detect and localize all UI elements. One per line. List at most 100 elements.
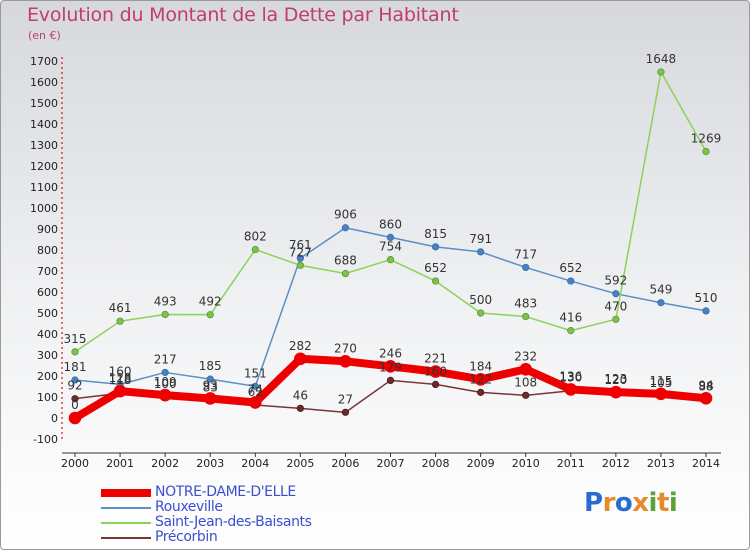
data-point [612,315,620,323]
data-label: 492 [199,295,222,309]
data-label: 181 [64,360,87,374]
y-tick-label: 1000 [30,202,58,215]
data-label: 500 [469,293,492,307]
data-point [431,243,440,251]
data-point [158,388,172,402]
data-point [567,277,575,285]
legend-label: Rouxeville [155,499,223,515]
y-tick-label: 600 [37,286,58,299]
x-tick-label: 2004 [241,457,269,470]
y-tick-label: 1600 [30,76,58,89]
data-point [251,382,259,390]
data-label: 122 [469,372,492,386]
data-label: 118 [109,373,132,387]
data-point [474,373,487,386]
data-label: 761 [289,238,312,252]
data-point [654,387,668,401]
data-point [161,310,169,319]
y-tick-label: 300 [37,349,58,362]
legend-label: Précorbin [155,529,218,545]
logo-letter: P [584,488,603,518]
data-point [657,299,665,307]
logo-letter: r [602,488,616,518]
data-label: 83 [203,381,218,395]
data-point [294,352,307,366]
data-label: 592 [604,274,627,288]
x-tick-label: 2006 [331,457,359,470]
data-label: 151 [244,366,267,380]
legend-swatch [101,537,151,539]
data-label: 0 [71,398,79,412]
data-label: 184 [469,359,492,373]
chart-title: Evolution du Montant de la Dette par Hab… [27,4,459,26]
data-point [206,311,214,319]
y-tick-label: 1500 [30,97,58,110]
x-tick-label: 2010 [512,457,540,470]
data-point [522,391,530,399]
data-point [206,375,214,383]
data-point [71,376,79,384]
data-label: 282 [289,339,312,353]
data-label: 179 [379,360,402,374]
data-label: 246 [379,346,402,360]
x-tick-label: 2001 [106,457,134,470]
data-label: 46 [293,388,308,402]
data-label: 549 [649,283,672,297]
chart-subtitle: (en €) [28,29,61,42]
data-point [564,383,578,396]
data-label: 232 [514,349,537,363]
data-point [384,360,397,373]
data-point [431,380,440,389]
data-label: 160 [424,364,447,378]
proxiti-logo: Proxiti [584,488,678,518]
data-label: 493 [154,294,177,308]
x-tick-label: 2002 [151,457,179,470]
data-point [251,245,259,254]
x-tick-label: 2011 [557,457,585,470]
data-point [612,290,620,298]
data-label: 92 [67,379,82,393]
logo-letter: i [668,488,678,518]
y-tick-label: -100 [33,433,58,446]
x-tick-label: 2003 [196,457,224,470]
data-label: 62 [248,385,263,399]
data-point [522,263,530,272]
data-point [386,376,395,385]
data-label: 130 [559,371,582,385]
data-label: 470 [604,299,627,313]
x-tick-label: 2008 [422,457,450,470]
data-point [522,312,530,321]
logo-letter: t [656,488,669,518]
data-point [341,269,350,278]
data-point [519,362,533,376]
data-label: 123 [604,372,627,386]
logo-letter: o [614,488,633,518]
data-label: 754 [379,240,402,254]
x-tick-label: 2005 [286,457,314,470]
x-tick-label: 2000 [61,457,89,470]
data-point [699,391,713,405]
data-label: 74 [248,382,263,396]
data-label: 1648 [646,52,677,66]
data-point [431,277,440,285]
y-tick-label: 500 [37,307,58,320]
data-point [296,254,304,262]
y-tick-label: 1400 [30,118,58,131]
legend-swatch [101,507,151,509]
data-label: 652 [424,261,447,275]
data-point [429,365,442,378]
data-point [567,327,575,335]
data-point [657,68,665,76]
data-label: 860 [379,217,402,231]
legend-label: NOTRE-DAME-D'ELLE [155,484,296,500]
data-label: 1269 [691,132,722,146]
x-tick-label: 2014 [692,457,720,470]
data-label: 185 [199,359,222,373]
x-tick-label: 2009 [467,457,495,470]
legend-swatch [101,489,151,497]
data-label: 510 [695,291,718,305]
data-label: 136 [559,369,582,383]
data-label: 100 [154,377,177,391]
